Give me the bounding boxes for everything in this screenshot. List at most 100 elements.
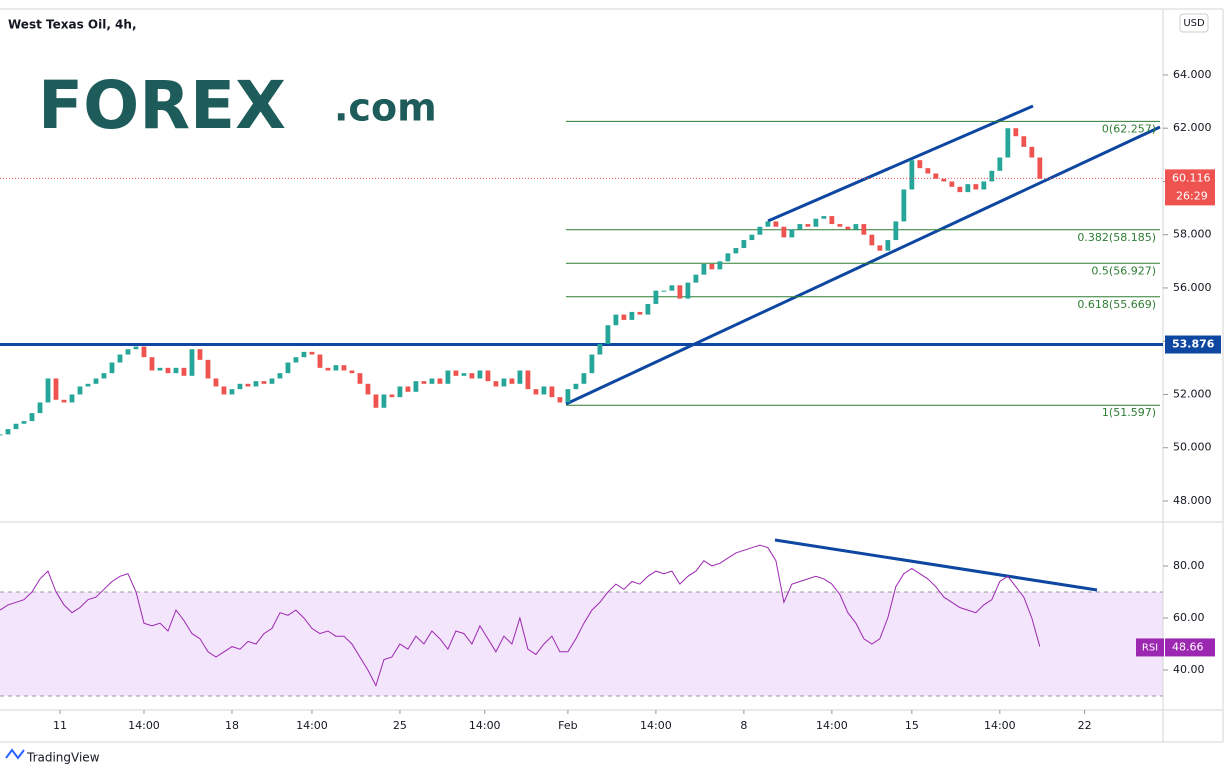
rsi-tag xyxy=(1136,638,1164,657)
currency: USD xyxy=(1183,18,1205,29)
candle xyxy=(117,354,123,363)
x-tick-label: 14:00 xyxy=(128,719,160,732)
candle xyxy=(965,184,971,193)
rsi-tick-label: 60.00 xyxy=(1173,611,1205,624)
candle xyxy=(605,325,611,344)
countdown: 26:29 xyxy=(1176,189,1208,202)
candle xyxy=(389,394,395,398)
y-tick-label: 52.000 xyxy=(1173,387,1212,400)
candle xyxy=(629,311,635,320)
candle xyxy=(381,394,387,408)
candle xyxy=(309,351,315,355)
level-label: 53.876 xyxy=(1172,338,1215,351)
candle xyxy=(725,253,731,262)
candle xyxy=(333,365,339,371)
x-tick-label: 14:00 xyxy=(816,719,848,732)
y-tick-label: 64.000 xyxy=(1173,68,1212,81)
candle xyxy=(0,434,3,436)
candle xyxy=(613,314,619,326)
candle xyxy=(77,386,83,395)
candle xyxy=(165,367,171,374)
candle xyxy=(493,381,499,387)
candle xyxy=(109,362,115,374)
candle xyxy=(101,373,107,379)
candle xyxy=(885,240,891,251)
rsi-trend-line xyxy=(774,538,1098,592)
last-price-tag xyxy=(1165,169,1215,206)
trend-line xyxy=(767,104,1034,223)
candle xyxy=(445,370,451,384)
candle xyxy=(773,221,779,227)
candle xyxy=(357,373,363,384)
candle xyxy=(693,274,699,283)
fib-label: 0.5(56.927) xyxy=(1091,264,1156,277)
candle xyxy=(325,367,331,371)
candle xyxy=(269,378,275,384)
candle xyxy=(253,381,259,387)
candle xyxy=(733,248,739,254)
y-tick-label: 62.000 xyxy=(1173,121,1212,134)
candle xyxy=(5,429,11,435)
candle xyxy=(365,383,371,395)
candle xyxy=(237,383,243,390)
candle xyxy=(61,399,67,403)
x-tick-label: 8 xyxy=(740,719,747,732)
candle xyxy=(205,359,211,379)
x-tick-label: Feb xyxy=(558,719,577,732)
candle xyxy=(13,423,19,430)
candle xyxy=(197,349,203,360)
x-tick-label: 14:00 xyxy=(469,719,501,732)
candle xyxy=(781,226,787,238)
candle xyxy=(685,282,691,299)
candle xyxy=(853,224,859,230)
candle xyxy=(941,178,947,182)
candle xyxy=(173,367,179,374)
candle xyxy=(989,170,995,182)
x-tick-label: 18 xyxy=(225,719,239,732)
rsi-value-tag xyxy=(1165,638,1215,657)
x-tick-label: 14:00 xyxy=(984,719,1016,732)
candle xyxy=(1029,146,1035,158)
rsi-value: 48.66 xyxy=(1172,640,1204,653)
y-tick-label: 58.000 xyxy=(1173,228,1212,241)
candle xyxy=(565,389,571,403)
logo: FOREX xyxy=(38,67,286,144)
candle xyxy=(573,383,579,390)
candle xyxy=(421,381,427,384)
x-tick-label: 15 xyxy=(905,719,919,732)
rsi-name: RSI xyxy=(1142,642,1158,653)
candle xyxy=(229,389,235,395)
candle xyxy=(397,386,403,398)
candle xyxy=(341,365,347,371)
candle xyxy=(709,264,715,270)
x-tick-label: 22 xyxy=(1078,719,1092,732)
candle xyxy=(301,351,307,358)
candle xyxy=(69,394,75,403)
logo-suffix: .com xyxy=(334,86,437,130)
candle xyxy=(525,370,531,390)
candle xyxy=(245,383,251,387)
candle xyxy=(45,378,51,403)
level-tag xyxy=(1165,335,1221,354)
chart-title: West Texas Oil, 4h, xyxy=(8,18,137,32)
x-tick-label: 14:00 xyxy=(296,719,328,732)
rsi-tick-label: 80.00 xyxy=(1173,559,1205,572)
candle xyxy=(805,224,811,227)
candle xyxy=(765,221,771,227)
candle xyxy=(213,378,219,387)
candle xyxy=(749,234,755,241)
candle xyxy=(925,168,931,174)
candle xyxy=(37,402,43,414)
trend-line xyxy=(565,125,1161,406)
candle xyxy=(533,389,539,395)
candle xyxy=(501,378,507,387)
candle xyxy=(821,216,827,219)
candle xyxy=(349,370,355,374)
rsi-line xyxy=(0,544,1041,687)
candle xyxy=(701,264,707,275)
candle xyxy=(861,224,867,235)
candle xyxy=(789,229,795,238)
candle xyxy=(621,314,627,320)
candle xyxy=(813,218,819,227)
x-tick-label: 14:00 xyxy=(640,719,672,732)
